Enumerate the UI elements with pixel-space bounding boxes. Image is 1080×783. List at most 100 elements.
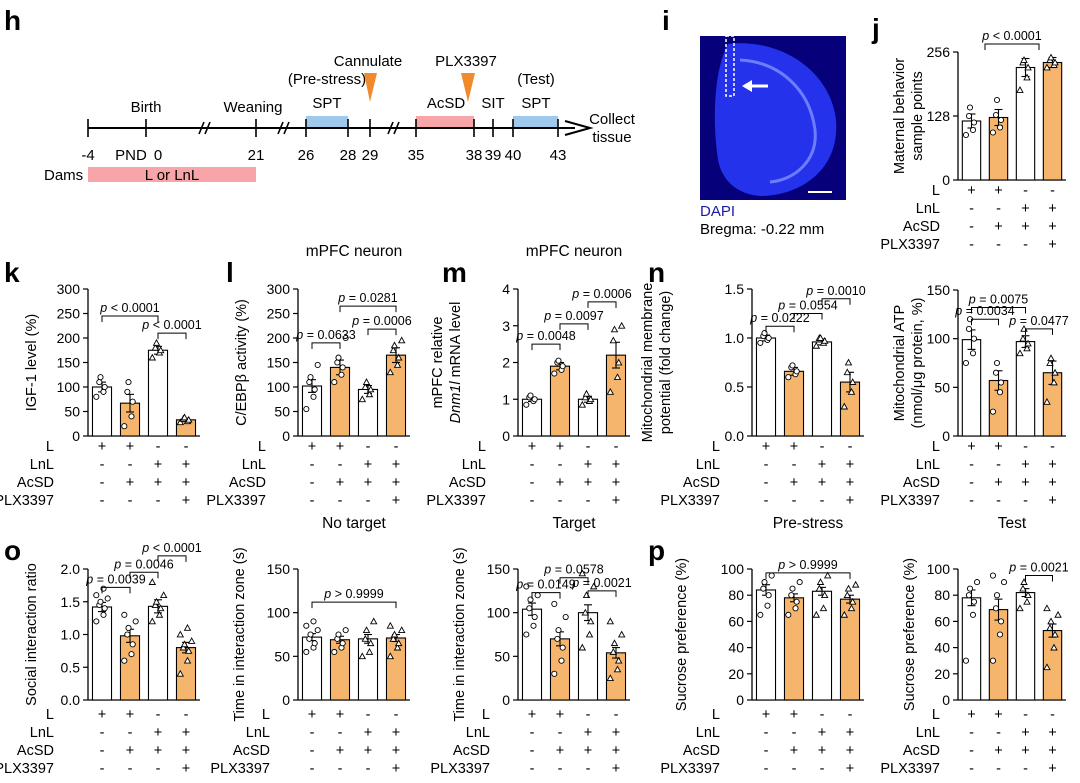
data-point	[97, 374, 104, 381]
row-sign: +	[818, 457, 826, 473]
data-point	[965, 592, 973, 599]
data-point	[585, 630, 594, 638]
p-value-label: p = 0.0097	[543, 309, 603, 323]
chart-m: m mPFC neuron 0 1 2 3 4 mPFC relative Dnm1l mRNA…	[426, 243, 631, 509]
data-point	[152, 338, 161, 346]
data-point	[303, 405, 310, 413]
row-sign: +	[1048, 743, 1056, 759]
row-sign: +	[336, 475, 344, 491]
data-point	[989, 129, 997, 136]
row-sign: +	[392, 725, 400, 741]
p-symbol: p	[1008, 314, 1016, 328]
data-point	[969, 350, 977, 357]
row-sign: +	[1048, 761, 1056, 777]
row-sign: +	[612, 761, 620, 777]
row-sign: -	[996, 457, 1001, 473]
row-sign: -	[969, 475, 974, 491]
row-label-plx3397: PLX3397	[210, 761, 270, 777]
y-axis-label: Dnm1l mRNA level	[448, 302, 464, 424]
row-sign: -	[969, 457, 974, 473]
data-point	[761, 579, 768, 586]
y-tick-label: 0	[502, 692, 510, 708]
p-value: = 0.0477	[1016, 314, 1069, 328]
data-point	[589, 582, 598, 590]
chart-o2: No target 0 50 100 150 Time in interaction zo…	[210, 515, 410, 777]
row-label-lnl: LnL	[696, 457, 720, 473]
y-tick-label: 300	[57, 281, 81, 297]
data-point	[394, 639, 403, 647]
bar	[755, 337, 777, 437]
data-point	[606, 387, 615, 395]
data-point	[1000, 579, 1008, 586]
row-sign: -	[394, 707, 399, 723]
row-sign: +	[154, 725, 162, 741]
tissue-label: tissue	[592, 129, 631, 146]
data-point	[152, 597, 161, 605]
row-sign: -	[128, 457, 133, 473]
timeline-ticks: -4 0 21 26 28 29 35 38 39 40 43	[81, 119, 566, 164]
data-point	[331, 379, 338, 386]
row-sign: -	[310, 457, 315, 473]
row-sign: -	[792, 457, 797, 473]
data-point	[179, 643, 188, 651]
acsd-bar	[416, 116, 474, 128]
panel-letter-h: h	[4, 5, 21, 36]
row-sign: +	[364, 743, 372, 759]
row-label-plx3397: PLX3397	[880, 761, 940, 777]
significance-bracket	[101, 586, 131, 594]
row-sign: +	[1048, 219, 1056, 235]
row-label-l: L	[482, 707, 490, 723]
y-tick-label: 300	[267, 281, 291, 297]
row-sign: +	[528, 439, 536, 455]
data-point	[1023, 344, 1031, 352]
row-sign: -	[100, 743, 105, 759]
p-symbol: p	[968, 293, 976, 307]
data-point	[334, 359, 341, 366]
data-point	[989, 657, 997, 664]
dapi-label: DAPI	[700, 203, 735, 220]
data-point	[840, 610, 849, 618]
data-point	[342, 334, 349, 342]
p-value: = 0.0149	[523, 578, 576, 592]
row-sign: -	[969, 201, 974, 217]
y-tick-label: 150	[267, 561, 291, 577]
row-label-lnl: LnL	[696, 725, 720, 741]
row-sign: -	[338, 457, 343, 473]
data-point	[366, 385, 375, 393]
cannula-track	[725, 35, 735, 97]
row-sign: +	[846, 743, 854, 759]
panel-letter-m: m	[442, 257, 467, 288]
y-tick-label: 1.5	[725, 281, 745, 297]
data-point	[966, 104, 974, 111]
row-label-acsd: AcSD	[683, 743, 720, 759]
pnd-label: PND	[115, 147, 147, 164]
data-point	[358, 652, 367, 660]
chart-l: l mPFC neuron 0 50 100 150 200 250 300 C/EBPβ act…	[206, 243, 411, 509]
y-tick-label: 128	[927, 108, 951, 124]
y-tick-label: 0.0	[725, 428, 745, 444]
row-label-acsd: AcSD	[903, 475, 940, 491]
row-label-plx3397: PLX3397	[880, 493, 940, 509]
row-sign: +	[528, 707, 536, 723]
row-label-acsd: AcSD	[453, 743, 490, 759]
significance-bracket	[157, 332, 187, 340]
data-point	[764, 602, 771, 609]
row-sign: +	[1021, 743, 1029, 759]
row-sign: +	[994, 707, 1002, 723]
panel-i-image: i DAPI Bregma: -0.22 mm	[662, 5, 846, 238]
y-axis-label: Sucrose preference (%)	[674, 558, 690, 711]
p-symbol: p	[805, 284, 813, 298]
p-value: = 0.0633	[303, 328, 356, 342]
y-tick-label: 200	[57, 330, 81, 346]
data-point	[851, 580, 860, 588]
data-point	[768, 572, 775, 579]
row-sign: -	[764, 743, 769, 759]
p-value-label: p < 0.0001	[141, 541, 201, 555]
data-point	[996, 389, 1004, 396]
data-point	[1051, 58, 1059, 66]
cannulate-label: Cannulate	[334, 53, 402, 70]
panel-letter-i: i	[662, 5, 670, 36]
row-sign: +	[308, 439, 316, 455]
data-point	[125, 379, 132, 386]
row-sign: -	[338, 493, 343, 509]
